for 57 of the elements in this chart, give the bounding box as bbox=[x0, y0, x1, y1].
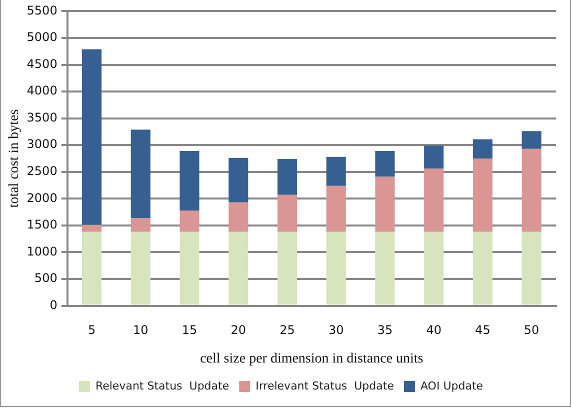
legend-label: Irrelevant Status Update bbox=[256, 379, 394, 392]
x-axis-title: cell size per dimension in distance units bbox=[200, 351, 424, 366]
y-tick-label: 3000 bbox=[26, 137, 58, 152]
y-tick-label: 2500 bbox=[26, 164, 58, 178]
bar bbox=[277, 194, 298, 232]
bar bbox=[522, 148, 542, 232]
bar bbox=[472, 139, 492, 158]
y-axis-title: total cost in bytes bbox=[7, 109, 22, 208]
x-tick-label: 35 bbox=[377, 323, 393, 338]
y-tick-label: 0 bbox=[50, 298, 58, 312]
bar bbox=[228, 158, 248, 202]
bar bbox=[375, 176, 395, 232]
bar bbox=[277, 232, 298, 305]
x-tick-label: 15 bbox=[182, 323, 198, 338]
y-tick-label: 1000 bbox=[26, 244, 58, 258]
bar bbox=[522, 232, 542, 305]
bar bbox=[228, 202, 248, 232]
legend-label: Relevant Status Update bbox=[95, 379, 230, 392]
x-tick-label: 40 bbox=[426, 323, 442, 338]
bar bbox=[326, 186, 346, 232]
x-tick-label: 5 bbox=[88, 323, 96, 338]
bar bbox=[82, 232, 102, 305]
bar bbox=[326, 156, 346, 186]
y-tick-label: 4500 bbox=[26, 56, 58, 71]
bar bbox=[180, 151, 200, 210]
y-tick-label: 2000 bbox=[26, 190, 58, 205]
bar bbox=[130, 130, 150, 218]
y-tick-label: 5000 bbox=[26, 30, 58, 44]
bar bbox=[375, 232, 395, 305]
bar bbox=[375, 151, 395, 177]
y-tick-label: 5500 bbox=[26, 3, 58, 18]
bar bbox=[82, 49, 102, 225]
bar bbox=[130, 232, 150, 305]
x-tick-label: 45 bbox=[475, 323, 490, 338]
y-tick-label: 500 bbox=[34, 271, 58, 286]
x-tick-label: 10 bbox=[133, 323, 148, 338]
bar bbox=[228, 232, 248, 305]
bar bbox=[472, 158, 492, 232]
bar bbox=[424, 146, 444, 169]
y-tick-label: 1500 bbox=[26, 218, 58, 232]
x-tick-label: 20 bbox=[230, 323, 246, 338]
legend-label: AOI Update bbox=[420, 379, 484, 392]
bar bbox=[180, 232, 200, 305]
bar bbox=[522, 131, 542, 149]
bar bbox=[180, 210, 200, 232]
bar bbox=[472, 232, 492, 305]
x-tick-label: 50 bbox=[524, 323, 540, 338]
bar bbox=[277, 159, 298, 195]
bar bbox=[424, 232, 444, 305]
y-tick-label: 3500 bbox=[26, 110, 58, 124]
bar bbox=[82, 224, 102, 232]
y-tick-label: 4000 bbox=[26, 84, 58, 98]
x-tick-label: 30 bbox=[328, 323, 344, 338]
bar bbox=[130, 218, 150, 232]
x-tick-label: 25 bbox=[280, 323, 295, 338]
bar bbox=[326, 232, 346, 305]
bar bbox=[424, 168, 444, 232]
